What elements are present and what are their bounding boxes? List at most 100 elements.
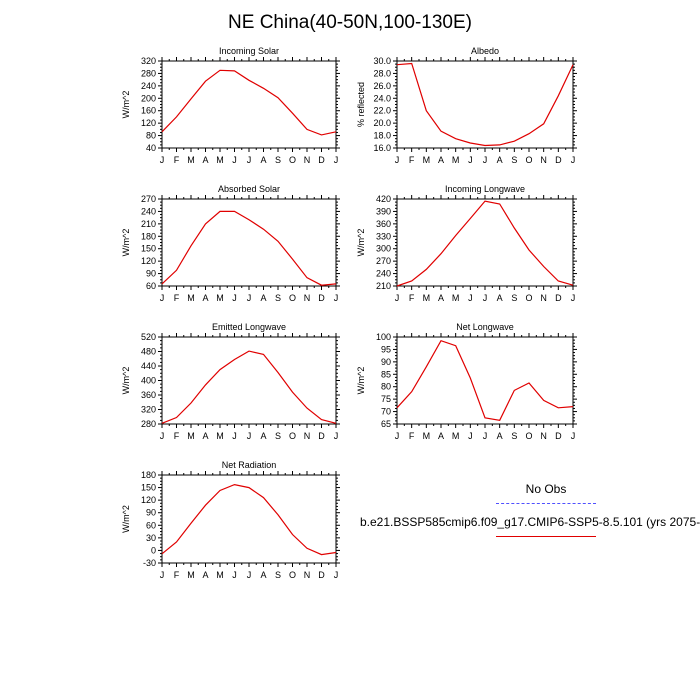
x-tick-label: J	[468, 155, 473, 165]
x-tick-label: J	[232, 293, 237, 303]
x-tick-label: M	[452, 431, 460, 441]
x-tick-label: O	[289, 155, 296, 165]
y-axis-label: W/m^2	[121, 229, 131, 257]
plot-frame	[396, 60, 574, 149]
x-tick-label: J	[247, 431, 252, 441]
y-axis-label: % reflected	[356, 82, 366, 127]
x-tick-label: M	[216, 570, 224, 580]
x-tick-label: F	[174, 155, 180, 165]
x-tick-label: S	[511, 431, 517, 441]
x-tick-label: M	[423, 293, 431, 303]
x-tick-label: M	[216, 431, 224, 441]
y-tick-label: 16.0	[373, 143, 391, 153]
x-tick-label: M	[187, 293, 195, 303]
y-tick-label: 80	[146, 131, 156, 141]
y-tick-label: 30.0	[373, 56, 391, 66]
x-tick-label: J	[483, 293, 488, 303]
panel-title: Net Longwave	[456, 322, 514, 332]
y-tick-label: 270	[141, 194, 156, 204]
x-tick-label: J	[160, 155, 165, 165]
x-tick-label: A	[497, 293, 503, 303]
y-tick-label: 90	[146, 508, 156, 518]
y-tick-label: 280	[141, 68, 156, 78]
x-tick-label: S	[275, 293, 281, 303]
x-tick-label: J	[334, 155, 339, 165]
x-tick-label: A	[202, 155, 208, 165]
y-tick-label: 210	[376, 281, 391, 291]
y-tick-label: 100	[376, 332, 391, 342]
plot-frame	[396, 336, 574, 425]
x-tick-label: J	[395, 431, 400, 441]
x-tick-label: N	[540, 431, 547, 441]
x-tick-label: J	[395, 293, 400, 303]
x-tick-label: M	[187, 155, 195, 165]
y-tick-label: 40	[146, 143, 156, 153]
x-tick-label: F	[174, 431, 180, 441]
x-tick-label: M	[216, 155, 224, 165]
y-tick-label: 20.0	[373, 118, 391, 128]
y-tick-label: 320	[141, 56, 156, 66]
y-tick-label: 160	[141, 106, 156, 116]
x-tick-label: A	[497, 431, 503, 441]
x-tick-label: M	[423, 431, 431, 441]
series-line	[396, 200, 574, 287]
legend-obs-line	[496, 503, 596, 504]
x-tick-label: A	[260, 431, 266, 441]
x-tick-label: M	[216, 293, 224, 303]
y-tick-label: 240	[141, 81, 156, 91]
plot-frame	[161, 60, 337, 149]
x-tick-label: A	[202, 293, 208, 303]
y-axis-label: W/m^2	[121, 91, 131, 119]
x-tick-label: J	[334, 570, 339, 580]
x-tick-label: M	[187, 570, 195, 580]
legend-obs-label: No Obs	[525, 482, 567, 496]
x-tick-label: J	[247, 570, 252, 580]
y-tick-label: 80	[381, 382, 391, 392]
x-tick-label: A	[438, 155, 444, 165]
y-tick-label: 440	[141, 361, 156, 371]
x-tick-label: J	[395, 155, 400, 165]
y-tick-label: 240	[376, 269, 391, 279]
x-tick-label: J	[247, 155, 252, 165]
y-tick-label: 0	[151, 545, 156, 555]
x-tick-label: M	[452, 155, 460, 165]
y-axis-label: W/m^2	[356, 229, 366, 257]
x-tick-label: N	[304, 570, 311, 580]
x-tick-label: S	[275, 155, 281, 165]
x-tick-label: J	[247, 293, 252, 303]
plot-frame	[161, 198, 337, 287]
y-tick-label: 400	[141, 376, 156, 386]
y-tick-label: 28.0	[373, 68, 391, 78]
x-tick-label: A	[202, 570, 208, 580]
series-line	[161, 350, 337, 424]
x-tick-label: J	[232, 431, 237, 441]
x-tick-label: J	[160, 293, 165, 303]
x-tick-label: J	[160, 570, 165, 580]
y-tick-label: 520	[141, 332, 156, 342]
y-tick-label: 180	[141, 470, 156, 480]
x-tick-label: M	[187, 431, 195, 441]
x-tick-label: D	[318, 431, 325, 441]
x-tick-label: A	[260, 293, 266, 303]
x-tick-label: F	[409, 293, 415, 303]
x-tick-label: J	[571, 155, 576, 165]
x-tick-label: O	[525, 155, 532, 165]
y-tick-label: 26.0	[373, 81, 391, 91]
x-tick-label: M	[452, 293, 460, 303]
y-tick-label: 75	[381, 394, 391, 404]
y-tick-label: 150	[141, 244, 156, 254]
x-tick-label: J	[483, 431, 488, 441]
plot-frame	[396, 198, 574, 287]
x-tick-label: O	[525, 431, 532, 441]
y-tick-label: 180	[141, 231, 156, 241]
x-tick-label: J	[160, 431, 165, 441]
y-tick-label: 390	[376, 206, 391, 216]
y-tick-label: 18.0	[373, 131, 391, 141]
x-tick-label: S	[275, 431, 281, 441]
x-tick-label: D	[555, 431, 562, 441]
y-tick-label: 24.0	[373, 93, 391, 103]
legend-model-label: b.e21.BSSP585cmip6.f09_g17.CMIP6-SSP5-8.…	[360, 515, 700, 529]
y-tick-label: 95	[381, 344, 391, 354]
legend-model-line	[496, 536, 596, 537]
x-tick-label: J	[483, 155, 488, 165]
